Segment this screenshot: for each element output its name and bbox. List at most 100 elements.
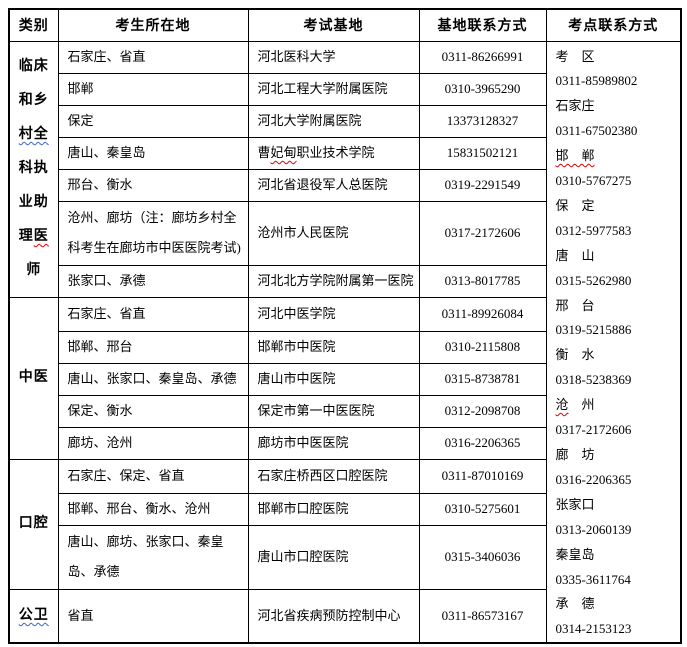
- table-row: 沧州、廊坊（注：廊坊乡村全科考生在廊坊市中医医院考试) 沧州市人民医院 0317-2…: [9, 200, 681, 266]
- cell-exam-base: 唐山市中医院: [247, 362, 420, 396]
- cell-location: 唐山、张家口、秦皇岛、承德: [57, 362, 249, 396]
- header-category: 类别: [8, 8, 59, 42]
- exam-base-table: 类别 考生所在地 考试基地 基地联系方式 考点联系方式 临床和乡村全科执业助理医…: [8, 8, 682, 645]
- cell-location: 保定: [57, 104, 249, 138]
- contact-city: 承 德: [555, 596, 595, 612]
- category-line: 和乡: [18, 93, 49, 108]
- cell-location: 保定、衡水: [57, 394, 249, 428]
- contact-phone: 0310-5767275: [555, 173, 632, 189]
- cell-location: 省直: [57, 588, 249, 644]
- category-line: 村全: [10, 118, 57, 152]
- category-cell: 公卫: [8, 588, 59, 644]
- table-row: 保定 河北大学附属医院 13373128327: [9, 104, 681, 138]
- table-row: 保定、衡水 保定市第一中医医院 0312-2098708: [9, 394, 681, 428]
- header-site-contact: 考点联系方式: [545, 8, 682, 42]
- category-cell: 中医: [8, 296, 59, 460]
- cell-base-phone: 13373128327: [418, 104, 547, 138]
- contact-phone: 0313-2060139: [555, 521, 632, 537]
- cell-base-phone: 0313-8017785: [418, 264, 547, 298]
- contact-phone: 0319-5215886: [555, 322, 632, 338]
- contact-city: 邢 台: [555, 297, 595, 313]
- category-cell: 临床和乡村全科执业助理医师: [8, 40, 59, 298]
- header-row: 类别 考生所在地 考试基地 基地联系方式 考点联系方式: [8, 8, 682, 42]
- contact-city: 保 定: [555, 197, 595, 213]
- cell-exam-base: 河北工程大学附属医院: [247, 72, 420, 106]
- table-row: 中医 石家庄、省直 河北中医学院 0311-89926084: [8, 296, 681, 460]
- contact-phone: 0312-5977583: [555, 222, 632, 238]
- cell-base-phone: 0310-5275601: [418, 492, 547, 526]
- cell-exam-base: 河北省退役军人总医院: [247, 168, 420, 202]
- header-location: 考生所在地: [57, 8, 249, 42]
- cell-base-phone: 0310-3965290: [418, 72, 547, 106]
- cell-exam-base: 唐山市口腔医院: [247, 524, 420, 590]
- cell-location: 邢台、衡水: [57, 168, 249, 202]
- contact-phone: 0318-5238369: [555, 372, 632, 388]
- category-line: 口腔: [18, 516, 49, 532]
- cell-base-phone: 0315-3406036: [418, 524, 547, 590]
- contact-city: 衡 水: [555, 347, 595, 363]
- contact-city: 唐 山: [555, 247, 595, 263]
- cell-exam-base: 邯郸市口腔医院: [247, 492, 420, 526]
- document-page: 类别 考生所在地 考试基地 基地联系方式 考点联系方式 临床和乡村全科执业助理医…: [8, 8, 682, 645]
- header-base-contact: 基地联系方式: [418, 8, 547, 42]
- table-row: 临床 和乡 村全 科执 业助 理医师石家庄、省直 河北医科大学 0311-86266991 考 …: [8, 40, 682, 644]
- spellcheck-squiggle: 妃甸: [270, 145, 297, 160]
- cell-exam-base: 河北省疾病预防控制中心: [247, 588, 420, 644]
- cell-base-phone: 0311-87010169: [418, 458, 547, 494]
- cell-location: 邯郸、邢台: [57, 330, 249, 364]
- header-exam-base: 考试基地: [247, 8, 420, 42]
- cell-location: 唐山、廊坊、张家口、秦皇岛、承德: [57, 524, 249, 590]
- spellcheck-squiggle: 公卫: [18, 608, 49, 623]
- cell-exam-base: 石家庄桥西区口腔医院: [247, 458, 420, 494]
- cell-location: 沧州、廊坊（注：廊坊乡村全科考生在廊坊市中医医院考试): [57, 200, 249, 266]
- contact-phone: 0317-2172606: [555, 422, 632, 438]
- contact-phone: 0314-2153123: [555, 621, 632, 637]
- contact-city: 秦皇岛: [555, 546, 595, 562]
- category-line: 科执: [18, 161, 49, 176]
- cell-exam-base: 河北北方学院附属第一医院: [247, 264, 420, 298]
- contact-phone: 0335-3611764: [555, 571, 631, 587]
- cell-exam-base: 廊坊市中医医院: [247, 426, 420, 460]
- cell-location: 石家庄、省直: [57, 296, 249, 332]
- table-row: 唐山、秦皇岛 曹妃甸职业技术学院 15831502121: [9, 136, 681, 170]
- category-line: 公卫: [10, 599, 57, 633]
- cell-exam-base: 河北大学附属医院: [247, 104, 420, 138]
- cell-location: 邯郸、邢台、衡水、沧州: [57, 492, 249, 526]
- cell-exam-base: 河北医科大学: [247, 40, 420, 74]
- cell-exam-base: 曹妃甸职业技术学院: [247, 136, 420, 170]
- cell-base-phone: 0316-2206365: [418, 426, 547, 460]
- contact-phone: 0311-85989802: [555, 73, 638, 89]
- category-cell: 口腔: [8, 458, 59, 590]
- table-row: 口腔 石家庄、保定、省直 石家庄桥西区口腔医院 0311-87010169: [8, 458, 681, 590]
- cell-location: 张家口、承德: [57, 264, 249, 298]
- cell-base-phone: 0319-2291549: [418, 168, 547, 202]
- cell-base-phone: 0310-2115808: [418, 330, 547, 364]
- cell-location: 石家庄、省直: [57, 40, 249, 74]
- table-row: 张家口、承德 河北北方学院附属第一医院 0313-8017785: [9, 264, 681, 298]
- cell-base-phone: 0311-89926084: [418, 296, 547, 332]
- spellcheck-squiggle: 邯 郸: [555, 148, 595, 164]
- category-line: 理医: [18, 229, 49, 244]
- cell-location: 石家庄、保定、省直: [57, 458, 249, 494]
- category-line: 业助: [18, 195, 49, 210]
- spellcheck-squiggle: 村全: [18, 127, 49, 142]
- contact-city: 廊 坊: [555, 447, 595, 462]
- cell-location: 廊坊、沧州: [57, 426, 249, 460]
- cell-base-phone: 0312-2098708: [418, 394, 547, 428]
- cell-base-phone: 0311-86266991: [418, 40, 547, 74]
- cell-base-phone: 0317-2172606: [418, 200, 547, 266]
- spellcheck-squiggle: 沧: [555, 397, 569, 413]
- contact-phone: 0311-67502380: [555, 123, 638, 139]
- cell-exam-base: 保定市第一中医医院: [247, 394, 420, 428]
- category-line: 中医: [18, 370, 49, 386]
- cell-exam-base: 沧州市人民医院: [247, 200, 420, 266]
- cell-exam-base: 河北中医学院: [247, 296, 420, 332]
- contact-city: 石家庄: [555, 98, 595, 114]
- contact-city: 沧 州: [555, 397, 595, 413]
- cell-base-phone: 0311-86573167: [418, 588, 547, 644]
- contact-city: 考 区: [555, 48, 595, 64]
- contact-city: 张家口: [555, 496, 595, 512]
- category-line: 师: [26, 263, 42, 278]
- cell-base-phone: 0315-8738781: [418, 362, 547, 396]
- category-line: 临床: [18, 59, 49, 74]
